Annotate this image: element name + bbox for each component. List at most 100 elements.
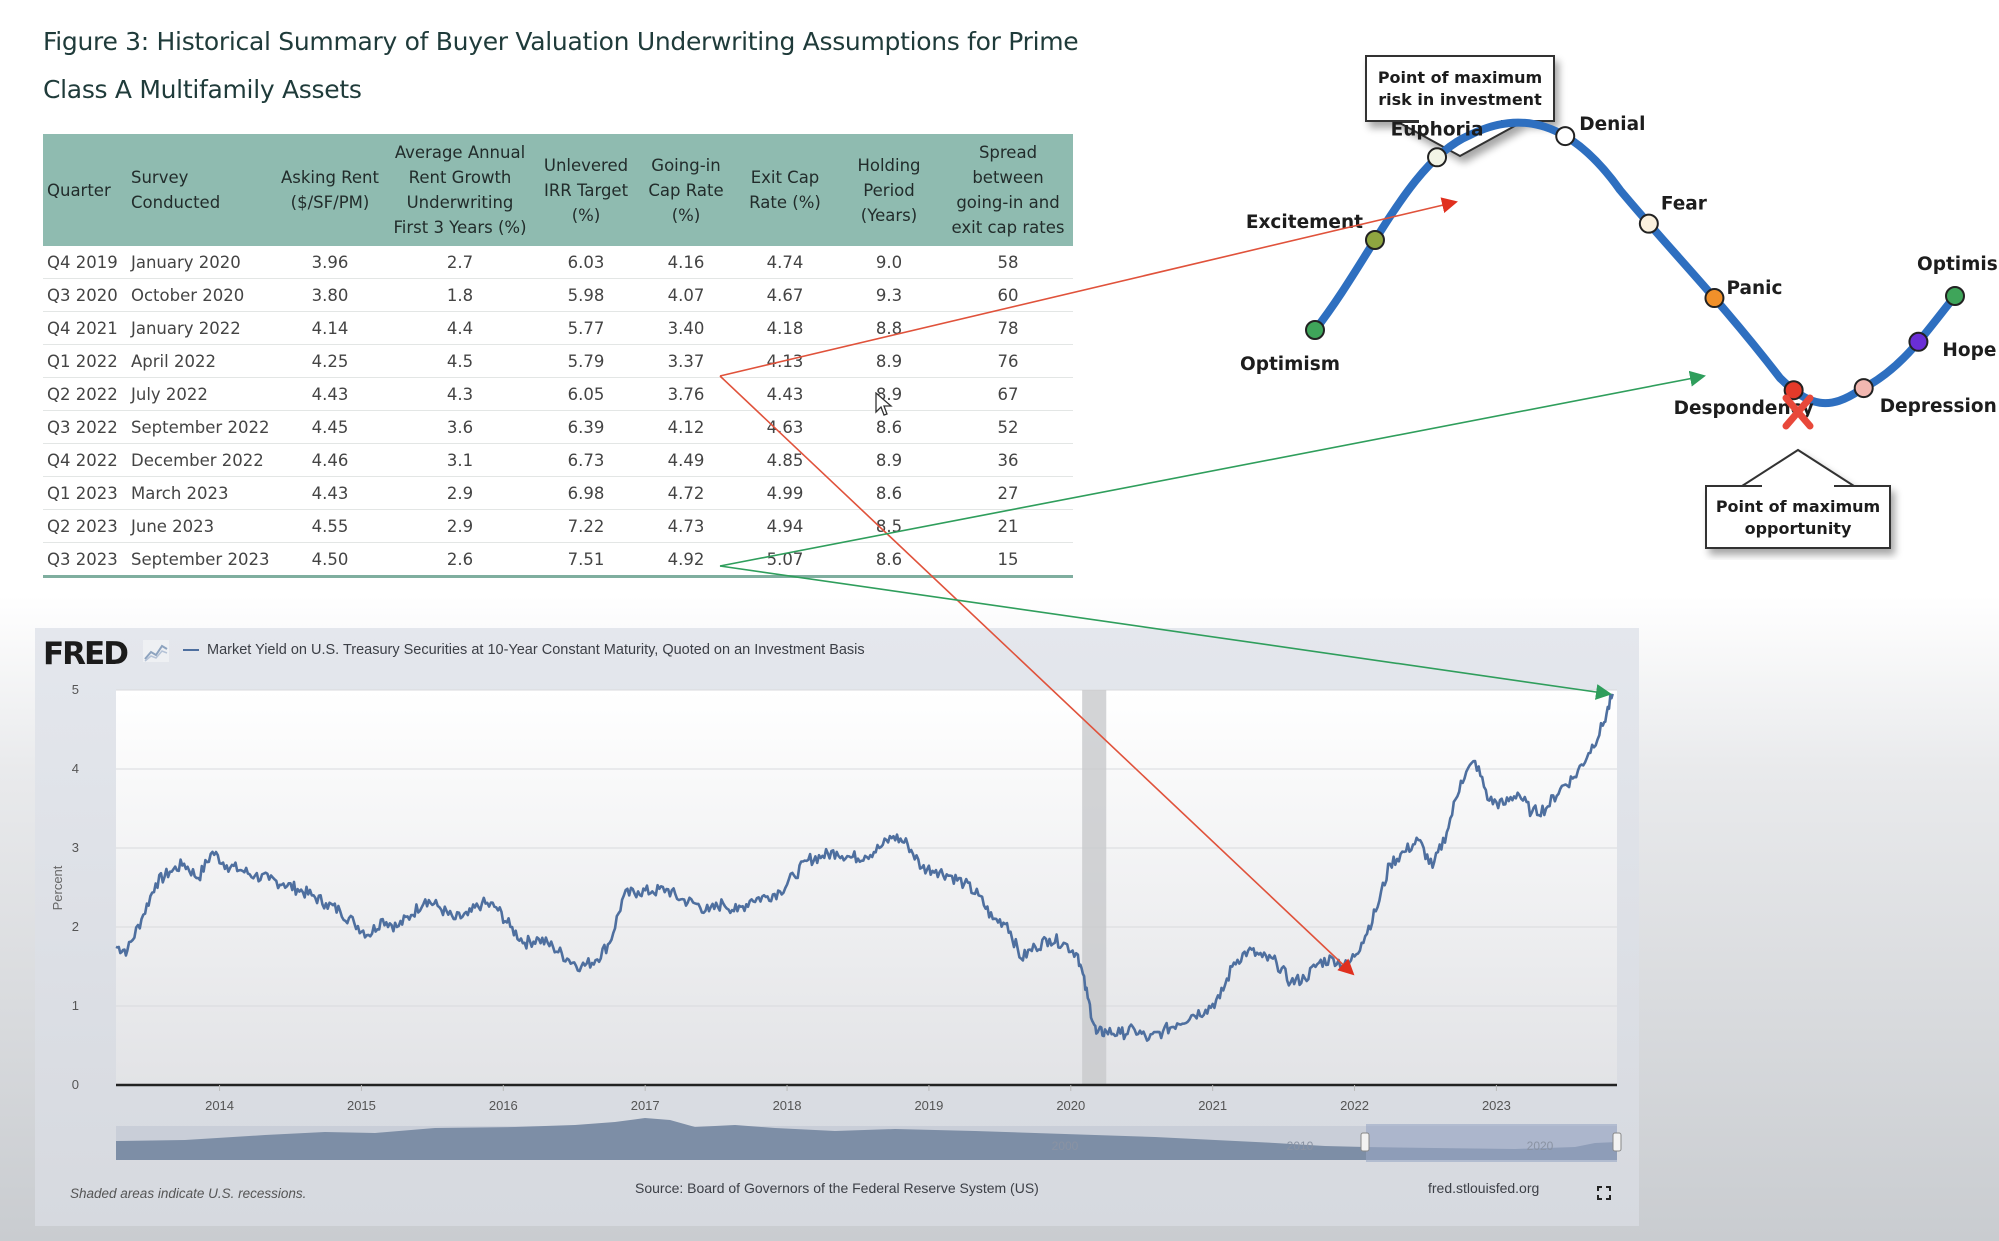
table-cell: 4.85 xyxy=(735,443,835,477)
table-cell: April 2022 xyxy=(127,344,275,378)
table-cell: 1.8 xyxy=(385,278,535,312)
table-cell: 4.43 xyxy=(275,377,385,411)
table-cell: 4.18 xyxy=(735,311,835,345)
table-cell: 76 xyxy=(943,344,1073,378)
x-tick-label: 2022 xyxy=(1340,1098,1369,1113)
navigator-handle-right[interactable] xyxy=(1612,1132,1622,1152)
y-axis-title: Percent xyxy=(50,865,65,910)
table-cell: 4.3 xyxy=(385,377,535,411)
table-cell: 4.73 xyxy=(637,509,735,543)
y-tick-label: 0 xyxy=(72,1077,79,1092)
table-cell: 2.6 xyxy=(385,542,535,578)
table-cell: December 2022 xyxy=(127,443,275,477)
table-row: Q3 2020 October 2020 3.80 1.8 5.98 4.07 4.67 9.… xyxy=(43,278,1073,312)
table-cell: 8.8 xyxy=(835,311,943,345)
table-cell: 27 xyxy=(943,476,1073,510)
cycle-stage-dot xyxy=(1783,380,1804,401)
table-cell: 5.07 xyxy=(735,542,835,578)
table-cell: 5.77 xyxy=(535,311,637,345)
table-cell: July 2022 xyxy=(127,377,275,411)
navigator-label: 2020 xyxy=(1527,1139,1554,1153)
table-cell: 4.13 xyxy=(735,344,835,378)
data-source: Source: Board of Governors of the Federa… xyxy=(635,1180,1039,1196)
table-cell: 4.92 xyxy=(637,542,735,578)
x-tick-label: 2016 xyxy=(489,1098,518,1113)
table-cell: Q1 2022 xyxy=(43,344,127,378)
table-row: Q4 2019 January 2020 3.96 2.7 6.03 4.16 4.74 9.… xyxy=(43,246,1073,279)
table-cell: 78 xyxy=(943,311,1073,345)
table-cell: 9.0 xyxy=(835,246,943,279)
max-risk-line2: risk in investment xyxy=(1378,90,1542,109)
max-opportunity-callout: Point of maximum opportunity xyxy=(1705,448,1891,549)
table-row: Q2 2023 June 2023 4.55 2.9 7.22 4.73 4.94 8.5 21 xyxy=(43,509,1073,543)
table-cell: 5.79 xyxy=(535,344,637,378)
navigator-label: 2000 xyxy=(1052,1139,1079,1153)
y-tick-label: 5 xyxy=(72,682,79,697)
figure-title-line1: Figure 3: Historical Summary of Buyer Va… xyxy=(43,27,1079,56)
table-cell: 4.63 xyxy=(735,410,835,444)
table-row: Q1 2023 March 2023 4.43 2.9 6.98 4.72 4.99 8.6 2… xyxy=(43,476,1073,510)
column-header: Quarter xyxy=(43,134,127,246)
max-opportunity-line2: opportunity xyxy=(1745,519,1852,538)
table-cell: 9.3 xyxy=(835,278,943,312)
table-cell: 4.67 xyxy=(735,278,835,312)
table-cell: 4.74 xyxy=(735,246,835,279)
y-tick-label: 3 xyxy=(72,840,79,855)
range-navigator[interactable]: 2000 2010 2020 xyxy=(116,1118,1622,1162)
cycle-stage-label: Excitement xyxy=(1246,212,1363,233)
column-header: Unlevered IRR Target (%) xyxy=(535,134,637,246)
cycle-stage-dot xyxy=(1364,230,1385,251)
column-header: Survey Conducted xyxy=(127,134,275,246)
table-cell: 3.37 xyxy=(637,344,735,378)
table-body: Q4 2019 January 2020 3.96 2.7 6.03 4.16 4.74 9.… xyxy=(43,246,1073,578)
max-opportunity-marker-icon xyxy=(1782,394,1814,430)
x-tick-label: 2017 xyxy=(631,1098,660,1113)
y-tick-label: 1 xyxy=(72,998,79,1013)
cycle-stage-label: Panic xyxy=(1726,278,1782,299)
chart-trend-icon xyxy=(143,640,169,662)
market-cycle-diagram: Point of maximum risk in investment Poin… xyxy=(1240,55,1999,549)
table-cell: October 2020 xyxy=(127,278,275,312)
column-header: Asking Rent ($/SF/PM) xyxy=(275,134,385,246)
table-cell: 4.43 xyxy=(735,377,835,411)
table-cell: 4.94 xyxy=(735,509,835,543)
column-header: Exit Cap Rate (%) xyxy=(735,134,835,246)
table-cell: Q4 2021 xyxy=(43,311,127,345)
table-cell: Q3 2020 xyxy=(43,278,127,312)
table-cell: 7.51 xyxy=(535,542,637,578)
table-cell: 67 xyxy=(943,377,1073,411)
max-opportunity-line1: Point of maximum xyxy=(1716,497,1880,516)
x-tick-label: 2023 xyxy=(1482,1098,1511,1113)
table-cell: 7.22 xyxy=(535,509,637,543)
table-row: Q4 2022 December 2022 4.46 3.1 6.73 4.49 4.85 8… xyxy=(43,443,1073,477)
x-tick-label: 2018 xyxy=(773,1098,802,1113)
navigator-handle-left[interactable] xyxy=(1360,1132,1370,1152)
table-cell: September 2022 xyxy=(127,410,275,444)
column-header: Going-in Cap Rate (%) xyxy=(637,134,735,246)
fullscreen-icon[interactable] xyxy=(1597,1186,1611,1200)
table-cell: 4.72 xyxy=(637,476,735,510)
table-cell: 4.07 xyxy=(637,278,735,312)
table-cell: 8.9 xyxy=(835,344,943,378)
x-tick-label: 2014 xyxy=(205,1098,234,1113)
y-tick-labels: 0 1 2 3 4 5 xyxy=(72,682,79,1092)
cycle-stage-dot xyxy=(1305,320,1325,340)
table-cell: 4.14 xyxy=(275,311,385,345)
mouse-cursor-icon xyxy=(875,392,893,416)
cycle-stage-label: Optimism xyxy=(1240,354,1340,375)
table-cell: 4.5 xyxy=(385,344,535,378)
table-cell: 6.03 xyxy=(535,246,637,279)
cycle-stage-dot xyxy=(1704,288,1725,309)
x-tick-label: 2019 xyxy=(914,1098,943,1113)
table-cell: 3.80 xyxy=(275,278,385,312)
table-cell: Q3 2022 xyxy=(43,410,127,444)
navigator-selection[interactable] xyxy=(1366,1124,1617,1162)
table-cell: 8.9 xyxy=(835,443,943,477)
table-cell: 21 xyxy=(943,509,1073,543)
table-cell: 3.6 xyxy=(385,410,535,444)
cycle-stage-dot xyxy=(1555,126,1576,147)
table-cell: Q1 2023 xyxy=(43,476,127,510)
fred-url-link[interactable]: fred.stlouisfed.org xyxy=(1428,1180,1540,1196)
table-cell: 2.9 xyxy=(385,476,535,510)
